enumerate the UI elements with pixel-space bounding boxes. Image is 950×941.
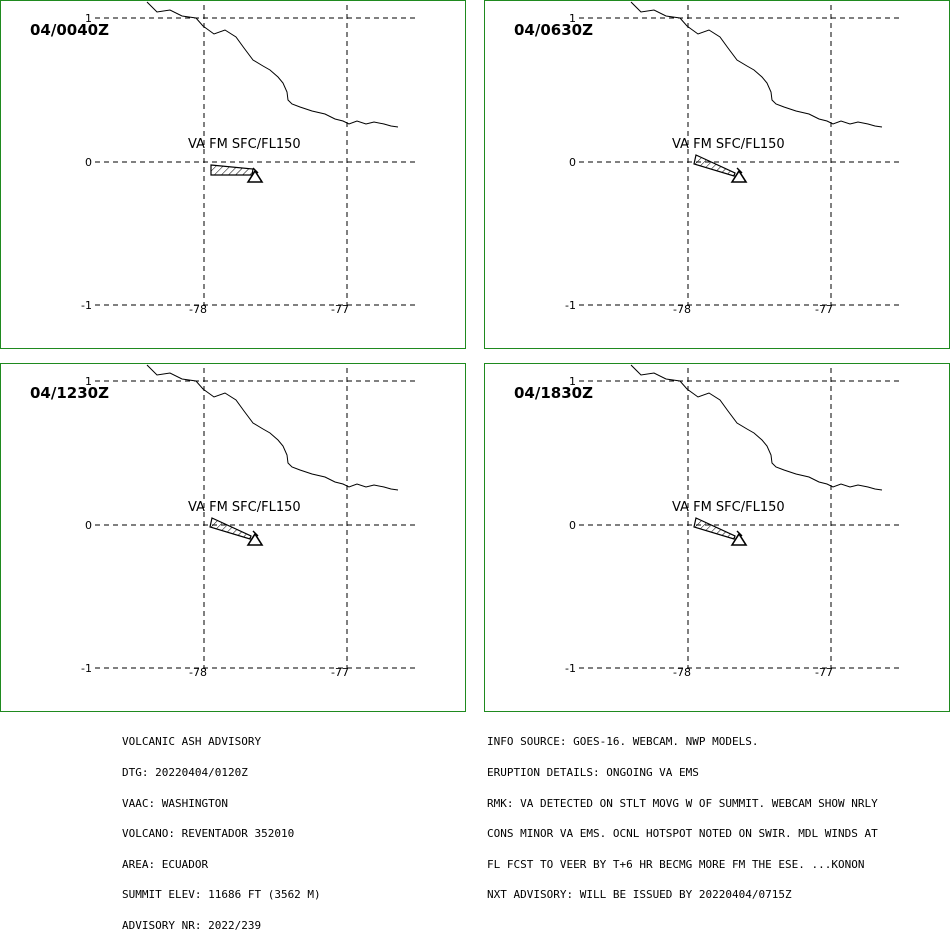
lon-tick-label: -77 (815, 666, 833, 679)
volcano-triangle-icon (730, 169, 748, 183)
map-panel: 1 0 -1 -78 -77 04/0630Z VA FM SFC/FL150 (484, 0, 950, 349)
volcano-triangle-icon (246, 169, 264, 183)
coastline (630, 364, 883, 491)
map-panel: 1 0 -1 -78 -77 04/1230Z VA FM SFC/FL150 (0, 363, 466, 712)
ash-cloud-polygon (693, 517, 736, 540)
lon-tick-label: -77 (331, 666, 349, 679)
lat-tick-label: 1 (569, 375, 576, 388)
coastline (146, 364, 399, 491)
advisory-line: AREA: ECUADOR (122, 857, 209, 871)
advisory-line: RMK: VA DETECTED ON STLT MOVG W OF SUMMI… (487, 796, 878, 810)
advisory-line: SUMMIT ELEV: 11686 FT (3562 M) (122, 888, 321, 902)
panel-border (0, 0, 466, 349)
map-canvas: 1 0 -1 -78 -77 04/1830Z VA FM SFC/FL150 (484, 363, 950, 712)
volcano-marker-stroke (252, 530, 259, 537)
lat-tick-label: 0 (85, 156, 92, 169)
lon-tick-label: -78 (189, 666, 207, 679)
lat-tick-label: 0 (569, 519, 576, 532)
advisory-line: VOLCANIC ASH ADVISORY (122, 735, 262, 749)
forecast-time-label: 04/0630Z (514, 21, 593, 39)
forecast-time-label: 04/0040Z (30, 21, 109, 39)
map-canvas: 1 0 -1 -78 -77 04/0040Z VA FM SFC/FL150 (0, 0, 466, 349)
volcano-marker-stroke (736, 167, 743, 174)
panel-border (484, 0, 950, 349)
advisory-line: NXT ADVISORY: WILL BE ISSUED BY 20220404… (487, 888, 792, 902)
map-panel: 1 0 -1 -78 -77 04/0040Z VA FM SFC/FL150 (0, 0, 466, 349)
volcano-marker-stroke (252, 167, 259, 174)
ash-cloud-label: VA FM SFC/FL150 (672, 500, 785, 515)
advisory-line: INFO SOURCE: GOES-16. WEBCAM. NWP MODELS… (487, 735, 759, 749)
ash-cloud-label: VA FM SFC/FL150 (672, 137, 785, 152)
advisory-line: FL FCST TO VEER BY T+6 HR BECMG MORE FM … (487, 857, 865, 871)
lat-tick-label: -1 (565, 299, 576, 312)
ash-cloud-polygon (209, 517, 252, 540)
volcano-triangle-icon (246, 532, 264, 546)
panel-border (0, 363, 466, 712)
panel-border (484, 363, 950, 712)
advisory-info-right: INFO SOURCE: GOES-16. WEBCAM. NWP MODELS… (487, 717, 878, 911)
lat-tick-label: 1 (85, 375, 92, 388)
lon-tick-label: -78 (673, 303, 691, 316)
advisory-line: CONS MINOR VA EMS. OCNL HOTSPOT NOTED ON… (487, 827, 878, 841)
ash-cloud-polygon (693, 154, 736, 177)
lat-tick-label: 0 (85, 519, 92, 532)
advisory-line: ERUPTION DETAILS: ONGOING VA EMS (487, 766, 699, 779)
advisory-line: ADVISORY NR: 2022/239 (122, 918, 262, 932)
advisory-info-left: VOLCANIC ASH ADVISORY DTG: 20220404/0120… (122, 717, 321, 941)
lat-tick-label: 1 (569, 12, 576, 25)
coastline (630, 1, 883, 128)
lat-tick-label: 1 (85, 12, 92, 25)
volcano-marker-stroke (736, 530, 743, 537)
advisory-line: VOLCANO: REVENTADOR 352010 (122, 827, 295, 841)
lat-tick-label: -1 (81, 299, 92, 312)
lat-tick-label: -1 (565, 662, 576, 675)
ash-cloud-label: VA FM SFC/FL150 (188, 500, 301, 515)
coastline (146, 1, 399, 128)
map-canvas: 1 0 -1 -78 -77 04/0630Z VA FM SFC/FL150 (484, 0, 950, 349)
map-panel: 1 0 -1 -78 -77 04/1830Z VA FM SFC/FL150 (484, 363, 950, 712)
volcano-triangle-icon (730, 532, 748, 546)
lon-tick-label: -77 (815, 303, 833, 316)
advisory-line: DTG: 20220404/0120Z (122, 766, 248, 779)
map-canvas: 1 0 -1 -78 -77 04/1230Z VA FM SFC/FL150 (0, 363, 466, 712)
advisory-line: VAAC: WASHINGTON (122, 796, 228, 810)
forecast-time-label: 04/1230Z (30, 384, 109, 402)
lat-tick-label: -1 (81, 662, 92, 675)
lon-tick-label: -78 (189, 303, 207, 316)
lon-tick-label: -78 (673, 666, 691, 679)
forecast-time-label: 04/1830Z (514, 384, 593, 402)
ash-cloud-label: VA FM SFC/FL150 (188, 137, 301, 152)
ash-cloud-polygon (210, 164, 254, 176)
lon-tick-label: -77 (331, 303, 349, 316)
lat-tick-label: 0 (569, 156, 576, 169)
